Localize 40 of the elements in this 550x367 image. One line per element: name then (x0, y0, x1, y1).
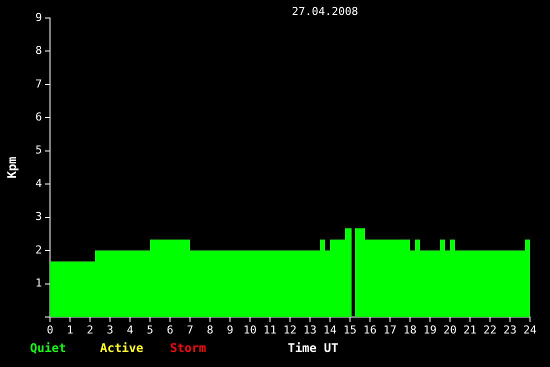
y-tick-label: 4 (35, 176, 42, 190)
x-tick-label: 23 (503, 323, 517, 336)
y-tick-label: 8 (35, 44, 42, 58)
x-axis-title: Time UT (288, 341, 338, 356)
chart-title: 27.04.2008 (292, 4, 358, 18)
y-tick-label: 1 (35, 276, 42, 290)
x-tick-label: 2 (86, 323, 94, 336)
y-tick-label: 3 (35, 210, 42, 224)
x-tick-label: 7 (186, 323, 194, 336)
x-tick-label: 9 (226, 323, 234, 336)
text: Quiet (30, 341, 66, 356)
x-tick-label: 10 (243, 323, 257, 336)
y-tick-label: 5 (35, 144, 42, 157)
x-tick-label: 8 (206, 323, 214, 336)
x-tick-label: 13 (303, 323, 317, 336)
y-tick-label: 9 (35, 10, 42, 24)
x-tick-label: 20 (443, 323, 457, 336)
text: Active (100, 341, 144, 356)
x-tick-label: 21 (463, 323, 477, 336)
x-tick-label: 17 (383, 323, 397, 336)
y-tick-label: 2 (35, 243, 42, 256)
x-tick-label: 5 (146, 323, 154, 336)
x-tick-label: 11 (263, 323, 277, 336)
x-tick-label: 3 (106, 323, 114, 336)
x-tick-label: 14 (323, 323, 337, 336)
x-tick-label: 15 (343, 323, 357, 336)
x-tick-label: 1 (66, 323, 74, 336)
x-tick-label: 22 (483, 323, 497, 336)
x-tick-label: 4 (126, 323, 134, 336)
x-tick-label: 12 (283, 323, 297, 336)
x-tick-label: 16 (363, 323, 377, 336)
y-tick-label: 7 (35, 77, 42, 90)
x-tick-label: 18 (403, 323, 417, 336)
x-tick-label: 19 (423, 323, 437, 336)
x-tick-label: 6 (166, 323, 174, 336)
y-tick-label: 6 (35, 110, 42, 124)
text: Storm (170, 341, 206, 356)
x-tick-label: 0 (46, 323, 54, 336)
y-axis-title: Kpm (5, 156, 20, 178)
x-tick-label: 24 (523, 323, 537, 336)
